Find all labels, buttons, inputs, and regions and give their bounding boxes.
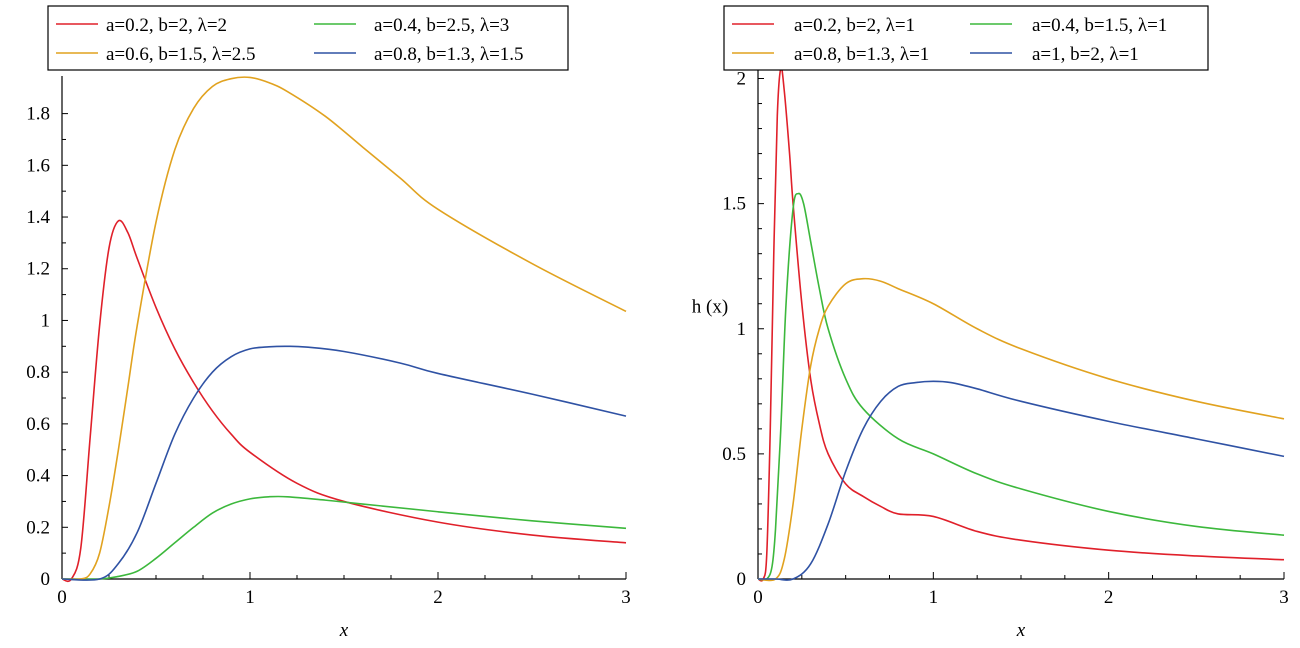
- series-line-2: [61, 495, 627, 580]
- y-tick-label: 0.4: [26, 466, 50, 487]
- legend-entry-label: a=0.2, b=2, λ=2: [106, 15, 227, 36]
- y-tick-label: 0.8: [26, 362, 50, 383]
- chart-left: 0 1 2 3 0 0.2 0.4 0.6 0.8 1 1.2 1.4 1.6 1.8 x a=0.2, b=…: [26, 5, 631, 641]
- series-line-4: [61, 345, 627, 581]
- legend-entry-label: a=0.8, b=1.3, λ=1.5: [374, 44, 524, 65]
- series-line-2: [757, 192, 1285, 581]
- y-tick-label: 0: [41, 569, 51, 590]
- y-tick-label: 1: [737, 319, 747, 340]
- legend-entry-label: a=0.2, b=2, λ=1: [794, 15, 915, 36]
- legend-entry-label: a=0.6, b=1.5, λ=2.5: [106, 44, 256, 65]
- y-tick-label: 0: [737, 569, 747, 590]
- x-tick-label: 0: [57, 587, 67, 608]
- legend-entry-label: a=0.4, b=2.5, λ=3: [374, 15, 509, 36]
- series-line-3: [757, 277, 1285, 582]
- x-tick-label: 0: [753, 587, 763, 608]
- legend-entry-label: a=0.8, b=1.3, λ=1: [794, 44, 929, 65]
- x-tick-label: 3: [1279, 587, 1289, 608]
- x-tick-label: 2: [433, 587, 443, 608]
- series-line-3: [61, 76, 627, 581]
- x-axis-label: x: [1016, 620, 1026, 641]
- series-line-1: [757, 66, 1285, 582]
- legend-box: [47, 5, 569, 71]
- y-tick-label: 1.6: [26, 155, 50, 176]
- y-tick-label: 2: [737, 69, 747, 90]
- y-axis-label: h (x): [692, 297, 728, 318]
- legend-entry-label: a=1, b=2, λ=1: [1032, 44, 1139, 65]
- y-tick-label: 1.5: [722, 194, 746, 215]
- y-tick-label: 0.2: [26, 517, 50, 538]
- chart-right: 0 1 2 3 0 0.5 1 1.5 2 x h (x) a=0.2, b=2, λ=1 a=0.4,…: [692, 5, 1289, 641]
- y-tick-label: 1: [41, 310, 51, 331]
- legend-entry-label: a=0.4, b=1.5, λ=1: [1032, 15, 1167, 36]
- x-tick-label: 1: [245, 587, 255, 608]
- legend-box: [723, 5, 1209, 71]
- x-tick-label: 1: [929, 587, 939, 608]
- x-tick-label: 2: [1104, 587, 1114, 608]
- y-tick-label: 0.6: [26, 414, 50, 435]
- y-tick-label: 1.8: [26, 104, 50, 125]
- series-line-1: [61, 219, 627, 583]
- y-tick-label: 0.5: [722, 444, 746, 465]
- y-tick-label: 1.2: [26, 259, 50, 280]
- y-tick-label: 1.4: [26, 207, 50, 228]
- x-tick-label: 3: [621, 587, 631, 608]
- x-axis-label: x: [339, 620, 349, 641]
- series-line-4: [758, 380, 1285, 581]
